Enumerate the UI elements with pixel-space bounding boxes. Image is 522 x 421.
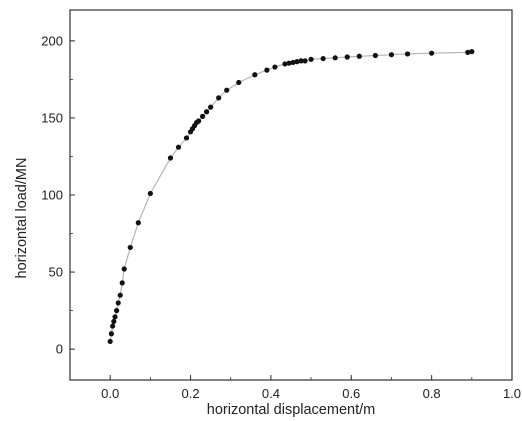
- data-point: [121, 266, 127, 272]
- data-point: [114, 308, 120, 314]
- x-tick-label: 0.0: [101, 386, 119, 401]
- y-tick-label: 100: [41, 188, 63, 203]
- data-point: [109, 323, 116, 329]
- data-point: [117, 292, 123, 298]
- data-point: [115, 300, 121, 306]
- data-point: [216, 95, 222, 101]
- data-point: [208, 104, 214, 110]
- x-axis-title: horizontal displacement/m: [207, 402, 375, 418]
- data-point: [465, 49, 471, 55]
- data-point: [356, 53, 362, 59]
- x-tick-label: 1.0: [503, 386, 521, 401]
- data-point: [302, 58, 308, 64]
- data-point: [332, 55, 338, 61]
- data-point: [147, 190, 153, 197]
- data-point: [112, 314, 118, 320]
- y-tick-label: 50: [49, 265, 63, 280]
- data-point: [127, 244, 133, 251]
- plot-area: 0.0 0.2 0.4 0.6 0.8 1.0 0 50 100 150 200: [41, 9, 521, 401]
- data-point: [252, 72, 258, 78]
- data-point: [224, 87, 230, 93]
- data-point: [264, 67, 270, 73]
- data-point: [167, 155, 174, 161]
- data-point: [183, 135, 190, 141]
- x-tick-label: 0.6: [342, 386, 360, 401]
- x-tick-label: 0.8: [423, 386, 441, 401]
- data-point: [111, 318, 117, 325]
- data-point: [204, 109, 210, 115]
- data-point: [404, 51, 411, 57]
- data-point: [107, 338, 113, 345]
- data-point: [290, 59, 296, 66]
- y-tick-label: 0: [56, 342, 63, 357]
- data-point: [272, 64, 278, 70]
- data-point: [286, 60, 292, 66]
- data-point: [429, 50, 435, 56]
- series-line: [109, 51, 472, 342]
- y-axis-title: horizontal load/MN: [14, 158, 30, 279]
- data-point: [308, 56, 314, 62]
- plot-frame: [69, 9, 513, 381]
- data-point: [236, 79, 242, 86]
- data-point: [282, 61, 288, 67]
- data-point: [298, 58, 304, 64]
- y-tick-label: 200: [41, 33, 63, 48]
- data-point: [119, 280, 125, 286]
- x-tick-label: 0.4: [262, 386, 280, 401]
- data-point: [135, 220, 141, 226]
- data-point: [195, 118, 202, 124]
- data-point: [372, 52, 378, 59]
- data-point: [469, 49, 475, 55]
- data-point: [108, 331, 114, 337]
- data-point: [344, 54, 350, 60]
- x-tick-label: 0.2: [182, 386, 200, 401]
- data-point: [294, 59, 300, 65]
- y-axis-label: horizontal load/MN: [14, 158, 30, 279]
- data-point: [200, 113, 206, 119]
- data-point: [175, 144, 182, 150]
- data-point: [320, 55, 326, 62]
- data-point: [388, 52, 395, 58]
- y-tick-label: 150: [41, 110, 63, 125]
